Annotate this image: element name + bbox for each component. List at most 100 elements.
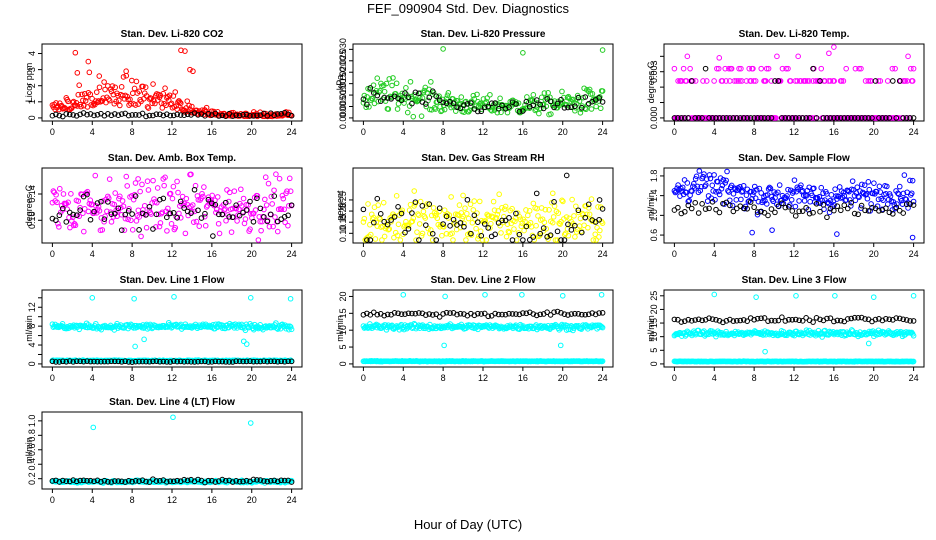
data-point [876, 183, 883, 190]
data-point [521, 227, 527, 234]
data-point [488, 108, 495, 114]
data-point [887, 193, 894, 199]
data-point [233, 358, 239, 365]
data-point [257, 358, 264, 365]
data-point [60, 205, 66, 212]
data-point [702, 65, 709, 72]
data-points [360, 46, 606, 120]
x-tick-label: 12 [478, 249, 488, 259]
data-point [476, 233, 482, 239]
data-point [448, 194, 454, 200]
data-point [856, 65, 862, 72]
data-point [461, 220, 467, 227]
x-tick-label: 4 [712, 373, 717, 383]
data-point [585, 205, 592, 211]
data-point [678, 319, 685, 325]
data-point [506, 229, 513, 236]
data-point [136, 214, 143, 220]
data-point [530, 200, 537, 207]
data-point [433, 311, 440, 317]
data-point [112, 111, 118, 117]
data-point [737, 78, 743, 84]
data-point [910, 332, 917, 339]
data-point [63, 478, 70, 484]
data-point [374, 311, 381, 318]
data-point [263, 202, 270, 208]
data-point [209, 192, 215, 199]
data-point [894, 201, 900, 207]
data-point [754, 211, 761, 218]
data-point [884, 78, 891, 84]
data-point [87, 358, 94, 365]
data-point [225, 198, 232, 205]
data-point [744, 318, 751, 324]
data-point [426, 311, 433, 317]
y-tick-label: 5 [338, 345, 348, 350]
data-point [550, 214, 557, 220]
data-point [145, 187, 152, 193]
data-point [560, 198, 566, 205]
data-point [706, 205, 712, 212]
x-tick-label: 8 [130, 127, 135, 137]
data-point [900, 115, 907, 121]
y-tick-label: 12 [27, 302, 37, 312]
data-point [286, 175, 293, 182]
data-point [426, 201, 433, 207]
data-point [243, 201, 250, 208]
outlier-point [910, 293, 917, 299]
data-point [554, 100, 561, 107]
x-tick-label: 20 [247, 373, 257, 383]
data-point [533, 190, 540, 197]
data-point [751, 316, 757, 323]
data-point [82, 97, 89, 104]
data-point [857, 188, 863, 194]
data-point [527, 237, 533, 243]
data-point [56, 112, 63, 119]
data-point [785, 65, 791, 72]
data-point [84, 188, 91, 195]
data-point [195, 207, 201, 214]
data-point [282, 219, 288, 226]
data-point [364, 310, 370, 317]
data-point [775, 317, 782, 324]
data-point [122, 479, 128, 485]
data-point [83, 94, 90, 101]
data-point [865, 78, 872, 84]
data-point [685, 316, 692, 323]
data-point [692, 176, 699, 182]
data-point [889, 65, 896, 72]
data-point [782, 332, 789, 339]
outlier-point [793, 293, 799, 299]
data-point [675, 78, 681, 84]
x-tick-label: 8 [441, 373, 446, 383]
data-point [261, 478, 267, 484]
data-point [739, 189, 745, 195]
data-point [56, 479, 63, 485]
data-point [457, 220, 464, 226]
data-point [858, 65, 864, 72]
data-point [416, 212, 422, 219]
data-point [678, 115, 685, 121]
data-point [184, 358, 191, 365]
data-point [772, 78, 778, 84]
data-point [379, 237, 385, 243]
data-point [286, 202, 292, 209]
panel-title: Stan. Dev. Li-820 Pressure [421, 29, 546, 40]
data-point [84, 358, 90, 364]
data-point [552, 237, 559, 243]
x-tick-label: 4 [712, 249, 717, 259]
data-point [687, 65, 693, 72]
y-axis-label: ml/min [24, 437, 34, 464]
data-point [581, 85, 587, 92]
data-point [730, 190, 737, 197]
data-point [713, 188, 719, 195]
data-point [477, 228, 484, 234]
data-point [582, 214, 589, 221]
x-tick-label: 4 [90, 373, 95, 383]
y-tick-label: 0.10 [338, 225, 348, 243]
data-point [718, 185, 725, 192]
data-point [892, 65, 898, 72]
data-points [49, 171, 295, 243]
data-point [688, 78, 695, 84]
